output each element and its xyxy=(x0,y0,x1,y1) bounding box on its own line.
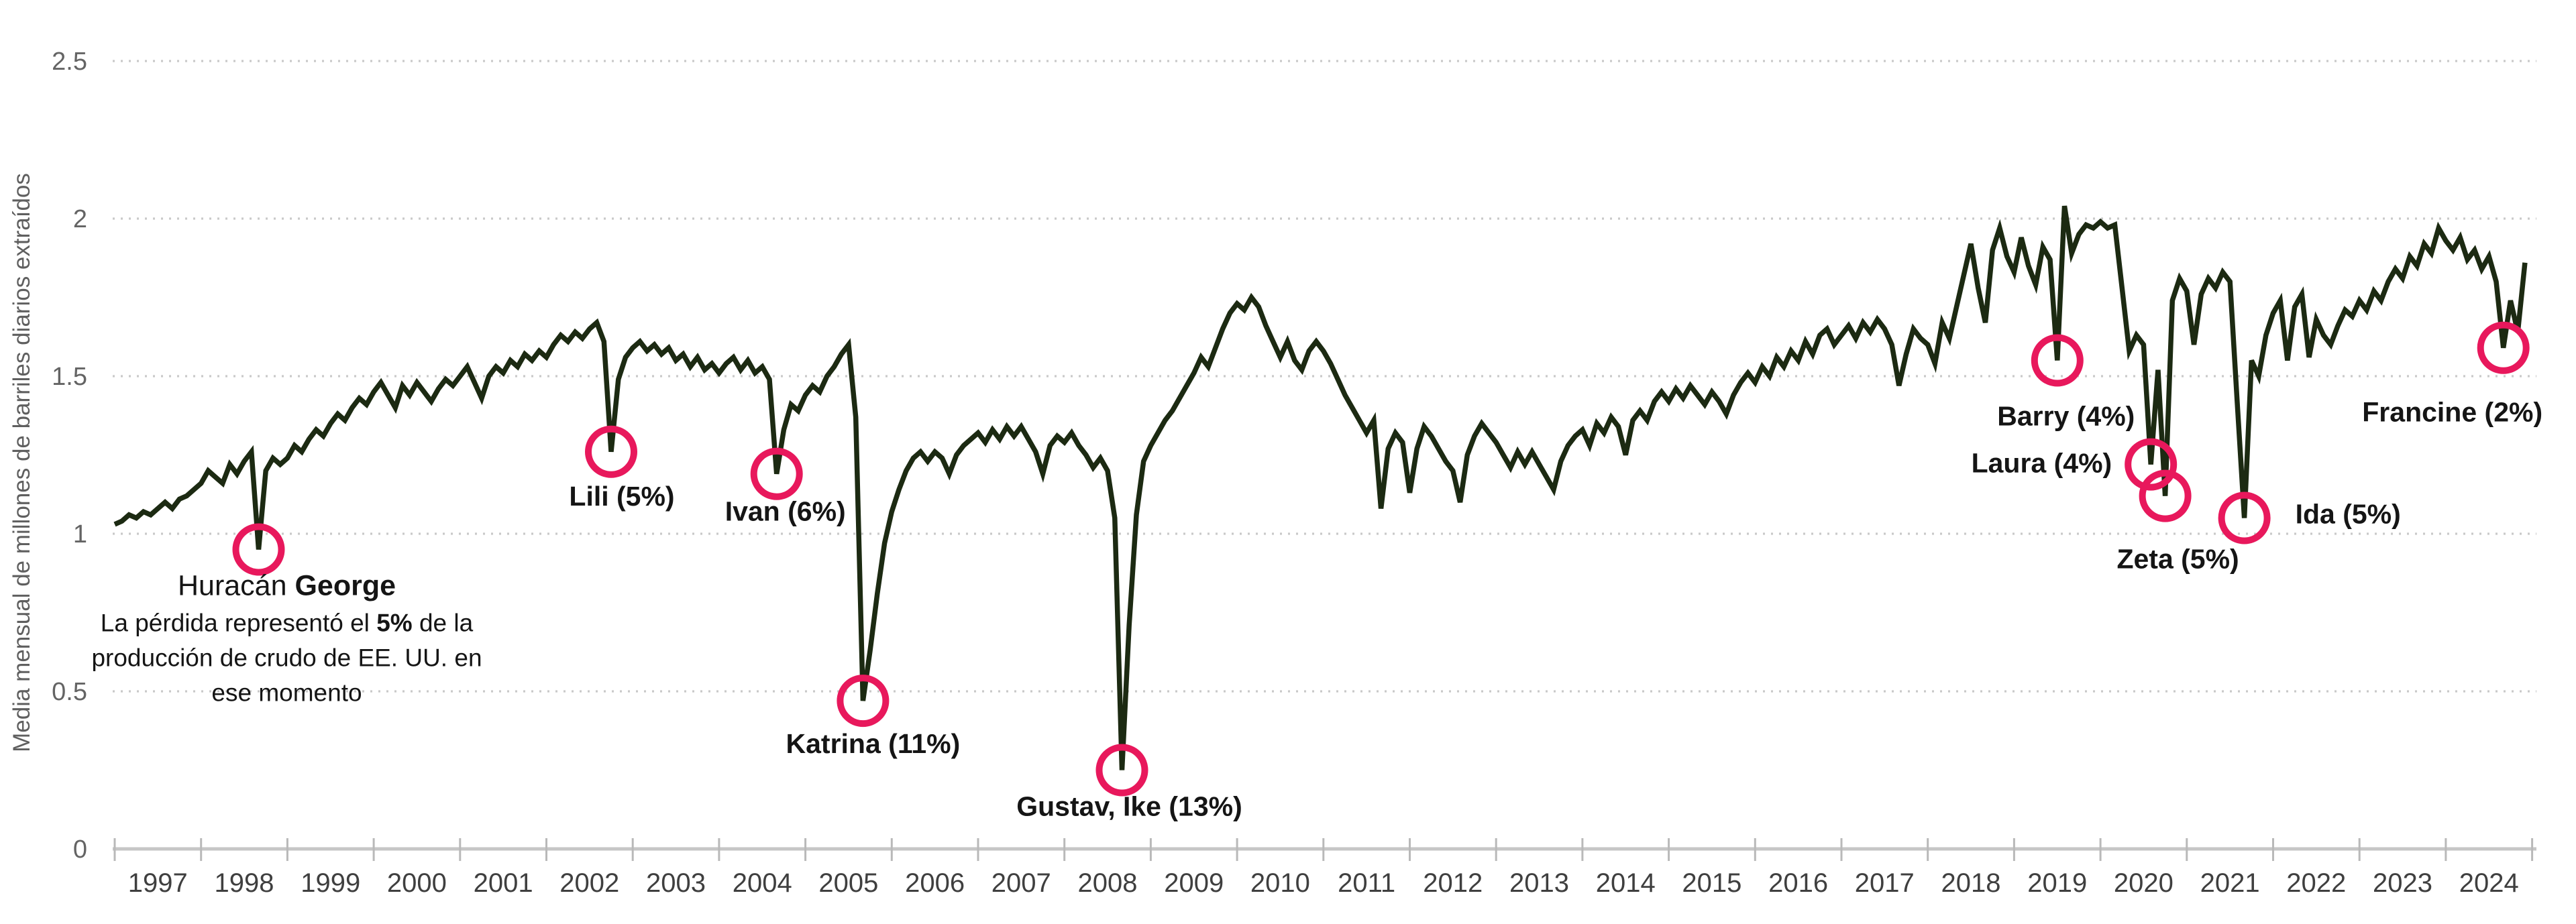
hurricane-label-george-body-line: producción de crudo de EE. UU. en xyxy=(91,644,482,672)
x-year-label: 2024 xyxy=(2459,868,2519,898)
x-year-label: 1999 xyxy=(301,868,360,898)
hurricane-label-barry: Barry (4%) xyxy=(1997,401,2135,432)
series xyxy=(113,205,2528,770)
x-year-label: 2015 xyxy=(1682,868,1741,898)
y-tick-label: 0 xyxy=(73,835,87,864)
x-year-label: 2012 xyxy=(1423,868,1483,898)
x-year-label: 2017 xyxy=(1855,868,1915,898)
y-tick-label: 2.5 xyxy=(52,48,87,76)
x-year-label: 2021 xyxy=(2200,868,2260,898)
x-year-label: 2010 xyxy=(1250,868,1310,898)
hurricane-circle-lili xyxy=(585,425,637,478)
x-year-label: 2009 xyxy=(1164,868,1224,898)
x-year-label: 2013 xyxy=(1509,868,1569,898)
hurricane-label-zeta: Zeta (5%) xyxy=(2116,544,2239,575)
hurricane-circle-laura xyxy=(2125,438,2178,491)
x-year-label: 2020 xyxy=(2114,868,2174,898)
x-year-label: 2006 xyxy=(905,868,965,898)
hurricane-circle-francine xyxy=(2477,321,2530,374)
hurricane-circle-ida xyxy=(2218,492,2271,544)
x-year-label: 2000 xyxy=(387,868,447,898)
x-year-label: 2003 xyxy=(646,868,706,898)
hurricane-label-george-body-line: La pérdida representó el 5% de la xyxy=(101,610,474,637)
x-year-label: 2002 xyxy=(559,868,619,898)
production-line xyxy=(113,205,2528,770)
x-year-label: 2004 xyxy=(733,868,792,898)
hurricane-circle-zeta xyxy=(2139,469,2192,522)
x-year-label: 2005 xyxy=(818,868,878,898)
x-year-label: 2001 xyxy=(474,868,533,898)
x-year-label: 2007 xyxy=(991,868,1051,898)
hurricane-circle-barry xyxy=(2031,334,2084,387)
hurricane-circle-ivan xyxy=(750,447,803,500)
hurricane-label-katrina: Katrina (11%) xyxy=(786,728,961,759)
gridlines xyxy=(113,60,2536,693)
hurricane-label-george-body-line: ese momento xyxy=(211,679,362,707)
hurricane-label-laura: Laura (4%) xyxy=(1972,448,2112,479)
hurricane-label-george-heading: Huracán George xyxy=(178,570,396,602)
x-year-label: 2022 xyxy=(2286,868,2346,898)
hurricane-circle-katrina xyxy=(837,675,890,728)
x-axis: 1997 1998 1999 2000 2001 2002 2003 2004 2005 2006… xyxy=(113,838,2536,898)
hurricane-label-gustav-ike: Gustav, Ike (13%) xyxy=(1016,791,1242,822)
x-year-label: 2018 xyxy=(1941,868,2001,898)
x-year-label: 2019 xyxy=(2027,868,2087,898)
x-year-label: 1998 xyxy=(215,868,274,898)
y-tick-label: 1.5 xyxy=(52,363,87,391)
hurricane-label-ivan: Ivan (6%) xyxy=(725,496,846,527)
x-year-label: 2008 xyxy=(1078,868,1138,898)
hurricane-label-lili: Lili (5%) xyxy=(569,481,674,512)
x-year-label: 2023 xyxy=(2373,868,2432,898)
y-axis-tick-labels: 0 0.5 1 1.5 2 2.5 xyxy=(52,48,87,864)
y-axis-title: Media mensual de millones de barriles di… xyxy=(9,173,35,752)
hurricane-label-ida: Ida (5%) xyxy=(2296,499,2401,530)
x-year-label: 2016 xyxy=(1768,868,1828,898)
x-year-label: 1997 xyxy=(128,868,188,898)
y-tick-label: 0.5 xyxy=(52,678,87,706)
hurricane-label-francine: Francine (2%) xyxy=(2362,397,2542,428)
x-year-label: 2014 xyxy=(1596,868,1656,898)
hurricane-annotations: Huracán George La pérdida representó el 5… xyxy=(91,321,2542,822)
hurricane-circle-gustav-ike xyxy=(1095,744,1148,797)
x-year-label: 2011 xyxy=(1338,868,1395,898)
y-tick-label: 2 xyxy=(73,205,87,233)
hurricane-circle-george xyxy=(232,523,285,576)
y-tick-label: 1 xyxy=(73,520,87,548)
